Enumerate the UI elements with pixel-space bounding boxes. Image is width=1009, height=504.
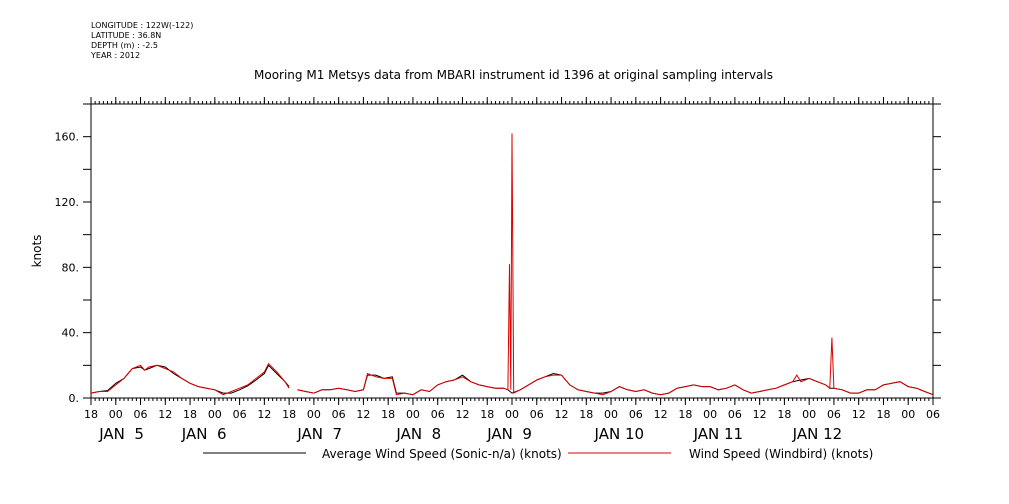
x-hour-label: 00 xyxy=(901,408,915,421)
x-hour-label: 12 xyxy=(852,408,866,421)
x-hour-label: 12 xyxy=(257,408,271,421)
x-hour-label: 18 xyxy=(84,408,98,421)
y-axis-label: knots xyxy=(30,235,44,268)
x-hour-label: 00 xyxy=(307,408,321,421)
y-tick-label: 80. xyxy=(62,261,80,274)
year-label: YEAR : 2012 xyxy=(91,51,141,60)
x-hour-label: 18 xyxy=(381,408,395,421)
x-hour-label: 00 xyxy=(406,408,420,421)
x-date-label: JAN 12 xyxy=(792,425,843,443)
longitude-label: LONGITUDE : 122W(-122) xyxy=(91,21,194,30)
x-date-label: JAN 7 xyxy=(296,425,342,443)
series-windbird-wind-speed xyxy=(90,133,934,396)
chart-title: Mooring M1 Metsys data from MBARI instru… xyxy=(254,68,773,82)
x-hour-label: 12 xyxy=(356,408,370,421)
x-hour-label: 12 xyxy=(555,408,569,421)
x-hour-label: 12 xyxy=(158,408,172,421)
x-hour-label: 18 xyxy=(777,408,791,421)
y-tick-label: 120. xyxy=(55,196,80,209)
x-hour-label: 00 xyxy=(604,408,618,421)
x-hour-label: 18 xyxy=(876,408,890,421)
x-hour-label: 06 xyxy=(530,408,544,421)
x-hour-label: 00 xyxy=(703,408,717,421)
x-date-label: JAN 11 xyxy=(693,425,744,443)
x-axis: 18 00 06 12 18 00 06 12 18 00 06 12 18 00 06 12 18 00 06 12… xyxy=(84,97,940,443)
x-date-label: JAN 5 xyxy=(98,425,144,443)
x-hour-label: 00 xyxy=(505,408,519,421)
x-hour-label: 00 xyxy=(109,408,123,421)
x-hour-label: 06 xyxy=(827,408,841,421)
x-hour-label: 06 xyxy=(728,408,742,421)
x-hour-label: 18 xyxy=(183,408,197,421)
y-tick-label: 0. xyxy=(69,392,80,405)
y-axis: 0. 40. 80. 120. 160. xyxy=(55,103,941,405)
x-hour-label: 18 xyxy=(480,408,494,421)
x-hour-label: 06 xyxy=(134,408,148,421)
x-hour-label: 00 xyxy=(208,408,222,421)
series-layer xyxy=(90,133,934,396)
x-hour-label: 18 xyxy=(282,408,296,421)
legend-label: Average Wind Speed (Sonic-n/a) (knots) xyxy=(322,447,562,461)
x-hour-label: 06 xyxy=(926,408,940,421)
legend: Average Wind Speed (Sonic-n/a) (knots) Wi… xyxy=(203,447,873,461)
x-hour-label: 06 xyxy=(629,408,643,421)
x-hour-label: 06 xyxy=(332,408,346,421)
x-hour-label: 00 xyxy=(802,408,816,421)
x-hour-label: 18 xyxy=(579,408,593,421)
series-average-wind-speed xyxy=(90,364,934,396)
x-date-label: JAN 8 xyxy=(395,425,441,443)
x-date-label: JAN 9 xyxy=(486,425,532,443)
y-tick-label: 160. xyxy=(55,131,80,144)
latitude-label: LATITUDE : 36.8N xyxy=(91,31,162,40)
metadata-block: LONGITUDE : 122W(-122) LATITUDE : 36.8N … xyxy=(91,21,193,61)
y-tick-label: 40. xyxy=(62,327,80,340)
x-hour-label: 12 xyxy=(455,408,469,421)
x-hour-label: 12 xyxy=(753,408,767,421)
x-hour-label: 12 xyxy=(654,408,668,421)
x-date-label: JAN 6 xyxy=(181,425,227,443)
legend-label: Wind Speed (Windbird) (knots) xyxy=(689,447,873,461)
depth-label: DEPTH (m) : -2.5 xyxy=(91,41,158,50)
x-hour-label: 18 xyxy=(678,408,692,421)
x-hour-label: 06 xyxy=(233,408,247,421)
x-date-label: JAN 10 xyxy=(594,425,645,443)
x-hour-label: 06 xyxy=(431,408,445,421)
